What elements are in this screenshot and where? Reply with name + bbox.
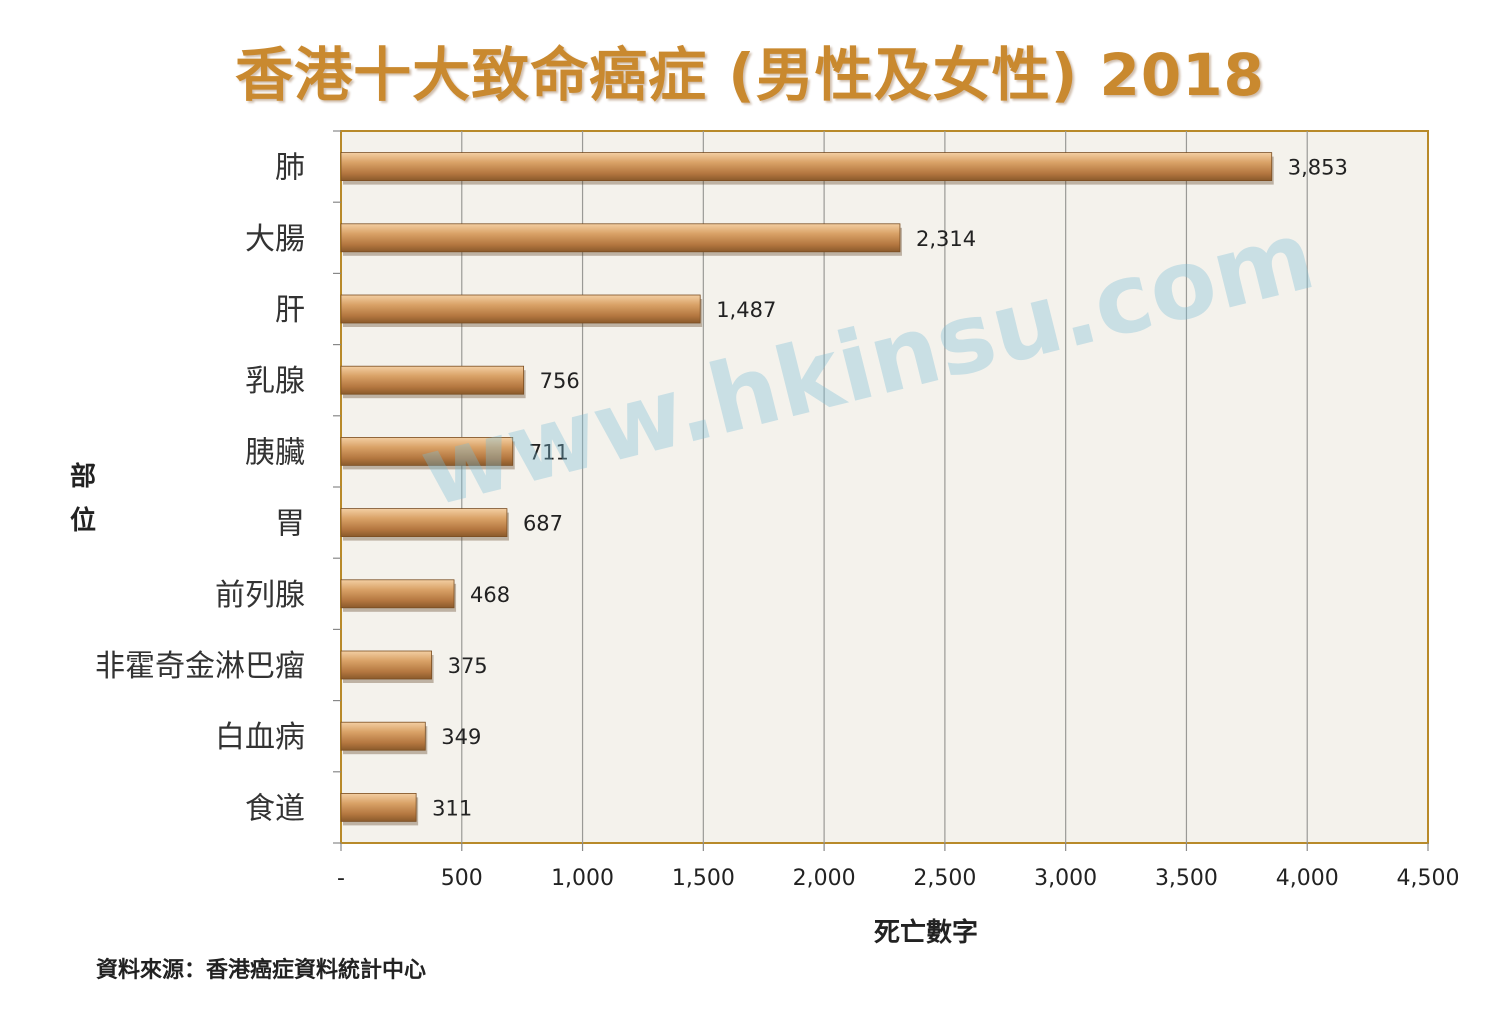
source-note: 資料來源：香港癌症資料統計中心 (96, 958, 427, 983)
data-label: 756 (540, 369, 580, 393)
category-label: 肺 (275, 151, 305, 186)
category-label: 肝 (275, 293, 305, 328)
category-label: 胰臟 (245, 435, 305, 470)
category-label: 乳腺 (245, 364, 305, 399)
bar (340, 508, 508, 538)
category-label: 白血病 (215, 720, 305, 755)
x-tick-label: 3,000 (1034, 866, 1097, 891)
data-label: 2,314 (916, 227, 976, 251)
category-label: 胃 (275, 507, 305, 542)
x-tick-label: 500 (441, 866, 483, 891)
y-axis-label: 部位 (68, 455, 98, 543)
x-tick-label: 2,000 (793, 866, 856, 891)
bar (340, 223, 901, 253)
data-label: 1,487 (716, 298, 776, 322)
data-label: 468 (470, 583, 510, 607)
bar (340, 721, 426, 751)
x-tick-label: 1,500 (672, 866, 735, 891)
bar (340, 579, 455, 609)
category-label: 大腸 (245, 222, 305, 257)
x-tick-label: 1,000 (551, 866, 614, 891)
x-tick-label: 4,000 (1276, 866, 1339, 891)
x-tick-label: - (337, 866, 345, 891)
x-tick-label: 4,500 (1397, 866, 1460, 891)
chart-title: 香港十大致命癌症 (男性及女性) 2018 (235, 41, 1265, 109)
bar (340, 650, 432, 680)
data-label: 3,853 (1288, 156, 1348, 180)
data-label: 349 (441, 725, 481, 749)
x-tick-label: 2,500 (913, 866, 976, 891)
data-label: 375 (448, 654, 488, 678)
bar (340, 365, 525, 395)
bar (340, 436, 514, 466)
y-axis-label-char: 部 (69, 462, 96, 492)
bar (340, 294, 701, 324)
data-label: 711 (529, 440, 569, 464)
bar (340, 793, 417, 822)
data-label: 687 (523, 512, 563, 536)
bar (340, 152, 1273, 182)
y-axis-label-char: 位 (69, 506, 96, 536)
category-label: 前列腺 (215, 578, 305, 613)
category-label: 食道 (245, 791, 305, 826)
x-axis-label: 死亡數字 (873, 918, 978, 948)
x-tick-label: 3,500 (1155, 866, 1218, 891)
category-label: 非霍奇金淋巴瘤 (95, 649, 305, 684)
data-label: 311 (432, 796, 472, 820)
